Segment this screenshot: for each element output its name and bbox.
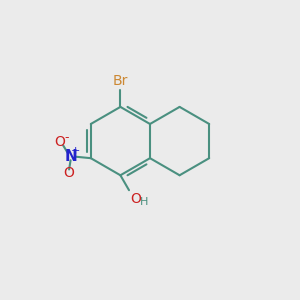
Text: Br: Br [113,74,128,88]
Text: O: O [64,166,74,180]
Text: +: + [71,146,80,156]
Text: N: N [64,149,77,164]
Text: O: O [130,192,141,206]
Text: O: O [55,135,66,149]
Text: H: H [140,197,148,207]
Text: -: - [64,130,69,144]
